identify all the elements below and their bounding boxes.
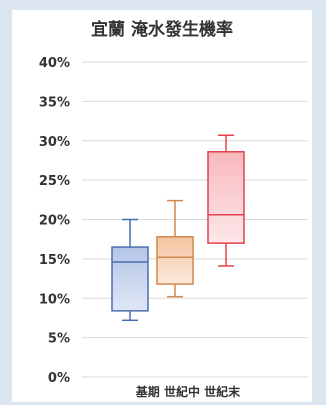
y-tick-label: 0% [48,371,70,386]
box-2 [156,199,194,298]
y-axis-labels: 0% 5% 10% 15% 20% 25% 30% 35% 40% [39,56,70,386]
boxes [111,134,245,322]
iqr-box [207,151,245,244]
x-tick-label: 基期 [135,384,160,399]
iqr-box [156,236,194,285]
grid-lines [82,61,308,378]
y-tick-label: 30% [39,135,70,150]
iqr-box [111,246,149,312]
y-tick-label: 25% [39,174,70,189]
y-tick-label: 15% [39,253,70,268]
y-tick-label: 40% [39,56,70,71]
x-tick-label: 世紀末 [200,384,241,399]
box-3 [207,134,245,267]
y-tick-label: 20% [39,214,70,229]
box-1 [111,218,149,322]
chart-frame: 宜蘭 淹水發生機率 0% 5% 10% 15% 20% 25% 30% 35% 40% 基期 世… [8,0,318,405]
x-tick-label: 世紀中 [160,384,200,399]
y-tick-label: 5% [48,332,70,347]
x-axis-labels: 基期 世紀中 世紀末 [135,384,241,399]
boxplot-chart: 宜蘭 淹水發生機率 0% 5% 10% 15% 20% 25% 30% 35% 40% 基期 世… [39,19,308,399]
y-tick-label: 35% [39,95,70,110]
chart-panel: 宜蘭 淹水發生機率 0% 5% 10% 15% 20% 25% 30% 35% 40% 基期 世… [12,10,312,402]
chart-title: 宜蘭 淹水發生機率 [91,19,233,40]
x-axis-labels-text: 基期 世紀中 世紀末 [135,384,241,399]
y-tick-label: 10% [39,292,70,307]
